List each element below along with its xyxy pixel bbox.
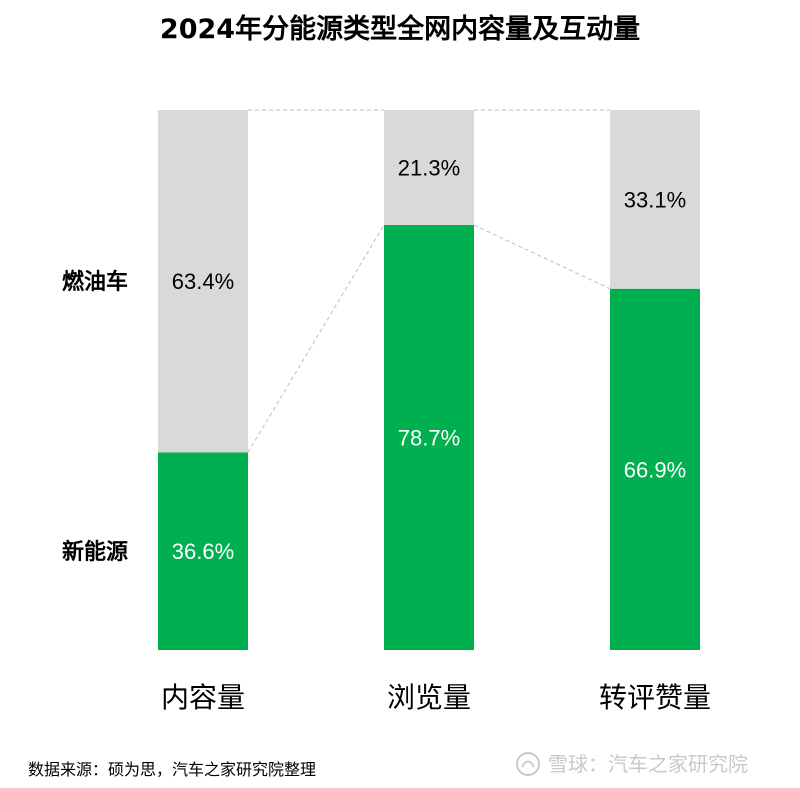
watermark: 雪球：汽车之家研究院 [516,752,748,776]
source-note: 数据来源：硕为思，汽车之家研究院整理 [28,760,316,779]
category-label-1: 内容量 [161,681,245,714]
connector-boundary-1 [247,224,385,453]
connector-lines [247,109,611,453]
category-labels: 内容量 浏览量 转评赞量 [161,681,711,714]
data-label-ice-1: 63.4% [172,269,234,294]
data-label-ice-3: 33.1% [624,187,686,212]
chart-title: 2024年分能源类型全网内容量及互动量 [160,13,640,45]
data-label-ice-2: 21.3% [398,156,460,181]
snowball-logo-icon [516,752,540,776]
category-label-2: 浏览量 [387,681,471,714]
bar-segment-ice-1 [158,110,248,453]
bars: 36.6% 78.7% 66.9% 63.4% 21.3% 33.1% [158,110,700,650]
bar-segment-ice-3 [610,110,700,289]
data-label-nev-1: 36.6% [172,539,234,564]
connector-boundary-2 [473,224,611,290]
series-label-ice: 燃油车 [62,269,128,295]
bar-segment-ice-2 [384,110,474,226]
category-label-3: 转评赞量 [599,681,711,714]
bar-segment-nev-1 [158,452,248,650]
series-label-nev: 新能源 [62,539,128,565]
data-label-nev-2: 78.7% [398,426,460,451]
data-label-nev-3: 66.9% [624,457,686,482]
bar-segment-nev-2 [384,225,474,650]
watermark-text: 雪球：汽车之家研究院 [548,752,748,776]
bar-segment-nev-3 [610,288,700,650]
